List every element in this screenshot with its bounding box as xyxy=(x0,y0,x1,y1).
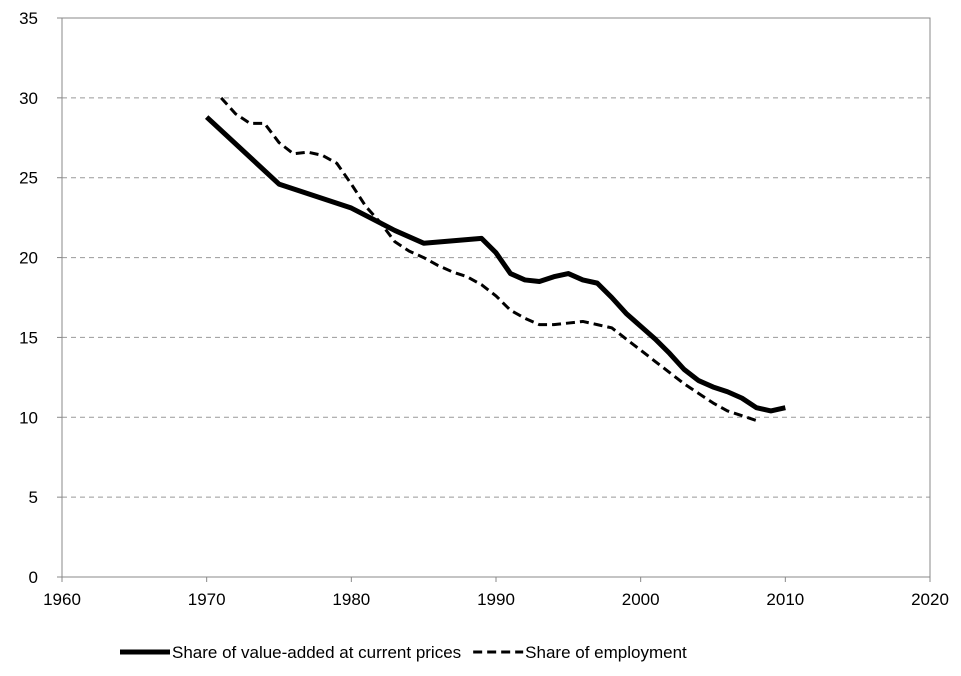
y-tick-label: 30 xyxy=(19,89,38,108)
line xyxy=(220,96,757,422)
x-tick-label: 1990 xyxy=(477,590,515,609)
legend-label: Share of employment xyxy=(525,643,687,662)
x-tick-label: 2020 xyxy=(911,590,949,609)
x-tick-label: 1980 xyxy=(332,590,370,609)
y-tick-label: 20 xyxy=(19,249,38,268)
y-tick-label: 15 xyxy=(19,328,38,347)
x-tick-label: 1970 xyxy=(188,590,226,609)
y-tick-label: 5 xyxy=(29,488,38,507)
y-tick-label: 35 xyxy=(19,9,38,28)
y-tick-label: 25 xyxy=(19,169,38,188)
legend-label: Share of value-added at current prices xyxy=(172,643,461,662)
y-tick-label: 10 xyxy=(19,408,38,427)
line xyxy=(204,115,786,414)
x-tick-label: 2000 xyxy=(622,590,660,609)
x-tick-label: 2010 xyxy=(766,590,804,609)
x-tick-label: 1960 xyxy=(43,590,81,609)
plot-frame xyxy=(61,17,931,578)
y-tick-label: 0 xyxy=(29,568,38,587)
